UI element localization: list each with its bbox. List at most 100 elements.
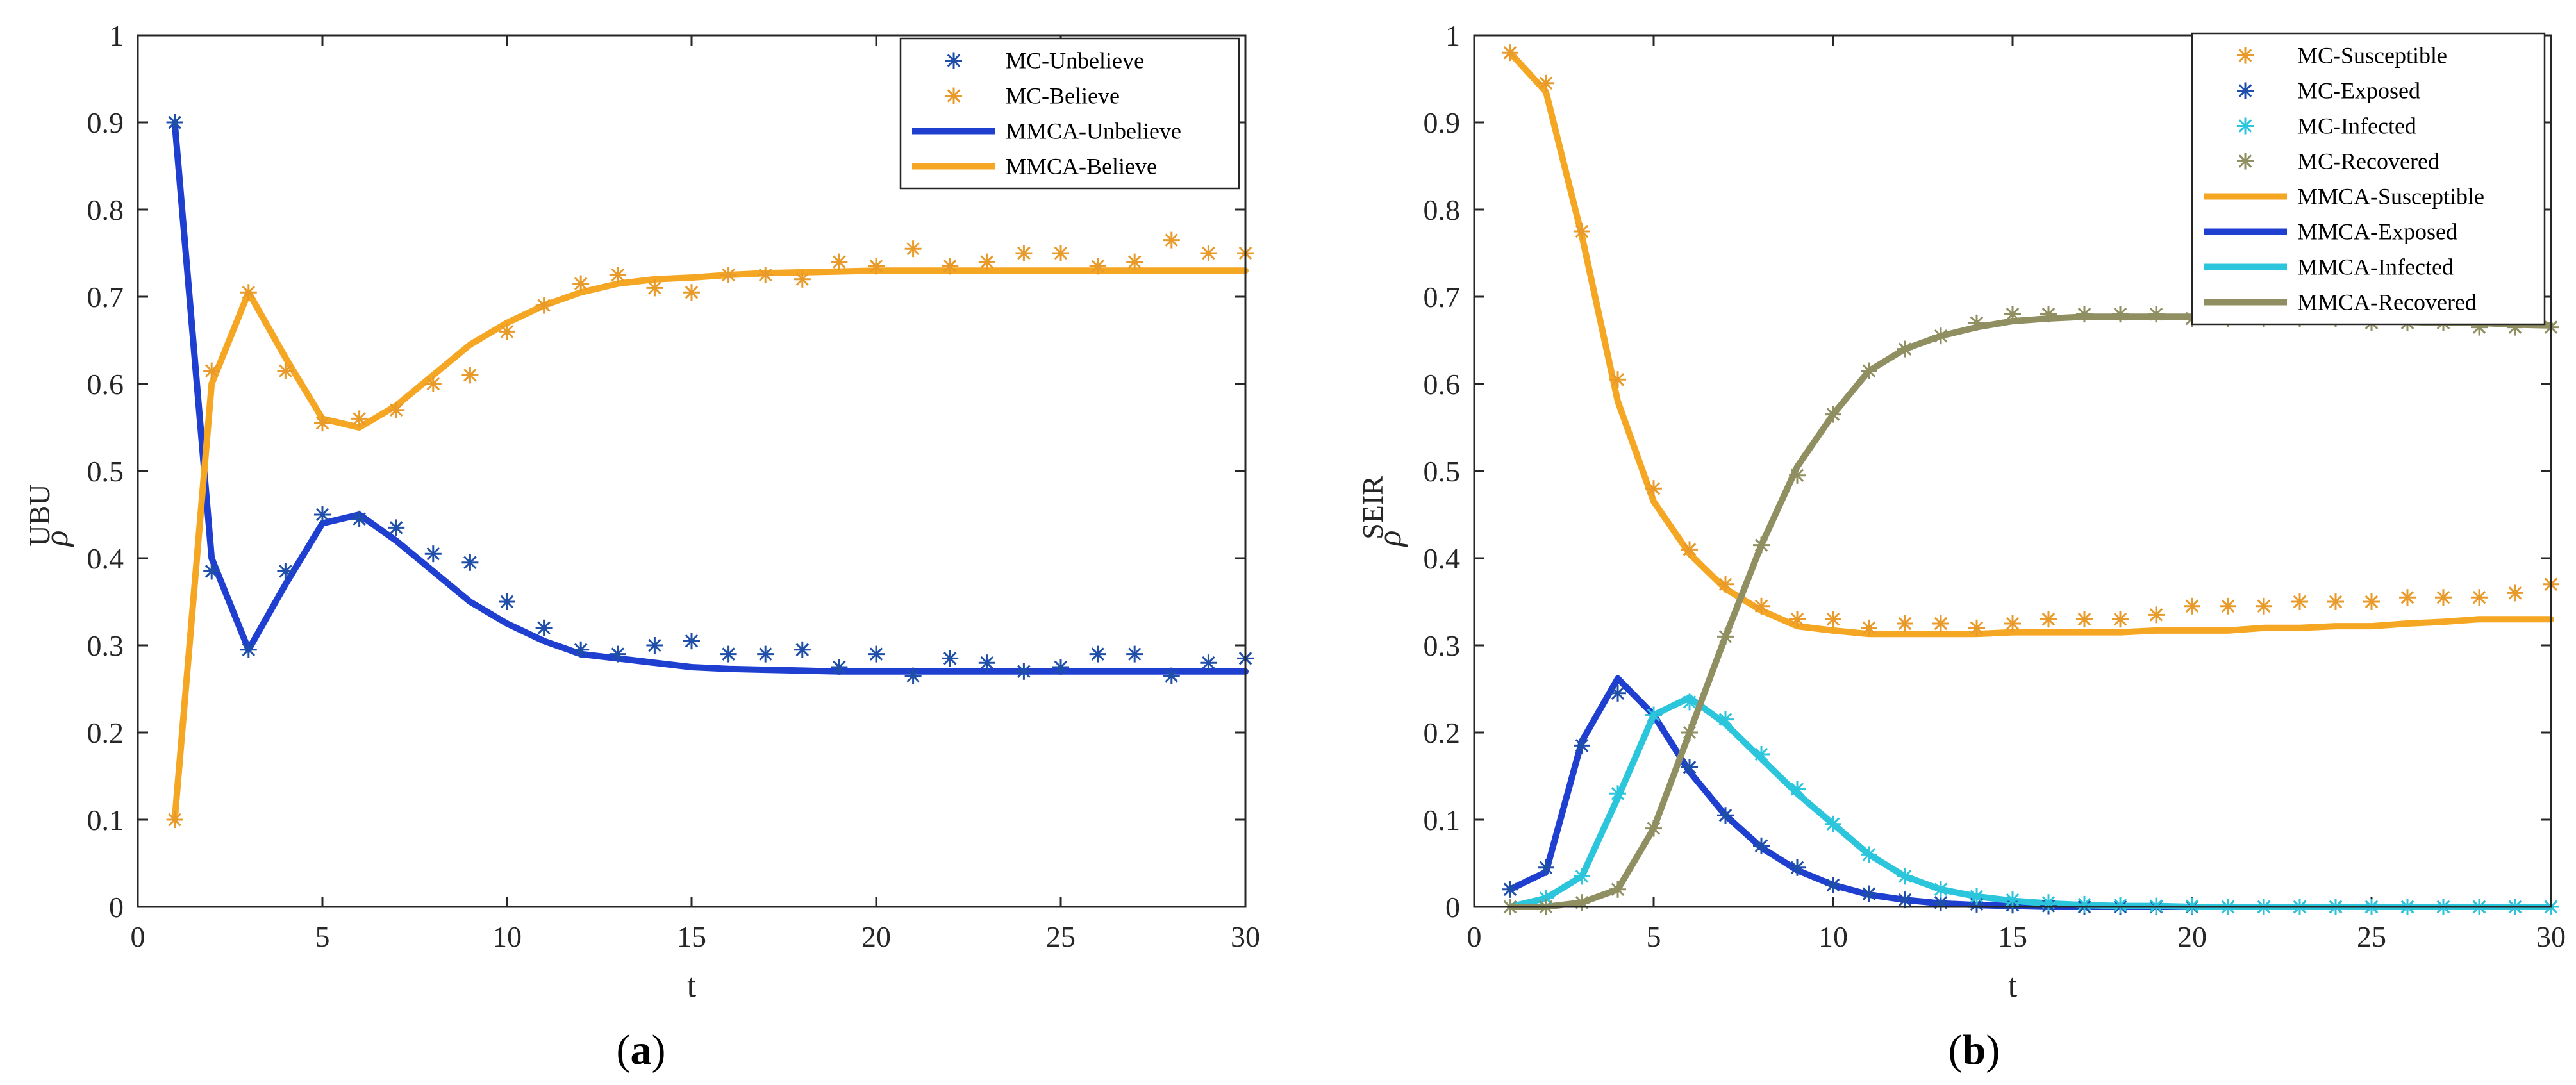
data-point-mc-recovered xyxy=(2076,306,2093,323)
panel-label-b: (b) xyxy=(1949,1027,2000,1073)
data-point-mc-recovered xyxy=(1825,406,1841,423)
y-tick-label: 0 xyxy=(1445,891,1460,923)
y-tick-label: 0.7 xyxy=(1424,281,1461,313)
data-point-mc-unbelieve xyxy=(461,554,479,571)
legend-label: MMCA-Recovered xyxy=(2297,290,2477,315)
legend-label: MC-Believe xyxy=(1006,83,1120,109)
x-tick-label: 0 xyxy=(1467,920,1482,953)
data-point-mc-infected xyxy=(1717,711,1734,728)
legend-b: MC-Susceptible MC-Exposed MC-Infected MC-Re… xyxy=(2191,32,2546,326)
legend-label: MMCA-Believe xyxy=(1006,154,1157,179)
y-tick-label: 0.1 xyxy=(87,804,124,836)
y-tick-label: 0.1 xyxy=(1424,804,1461,836)
data-point-mc-infected xyxy=(2040,894,2057,911)
data-point-mc-susceptible xyxy=(1861,619,1877,636)
series-a xyxy=(166,114,1254,828)
data-point-mc-believe xyxy=(720,267,737,283)
data-point-mc-exposed xyxy=(1825,877,1841,893)
series-line-mmca-unbelieve xyxy=(171,119,1249,675)
data-point-mc-believe xyxy=(609,267,626,283)
data-point-mc-susceptible xyxy=(1538,74,1554,92)
data-point-mc-susceptible xyxy=(1753,597,1770,615)
data-point-mc-exposed xyxy=(1538,859,1554,876)
data-point-mc-believe xyxy=(203,362,220,379)
y-tick-label: 0.5 xyxy=(87,455,124,488)
data-point-mc-unbelieve xyxy=(942,650,959,667)
data-point-mc-susceptible xyxy=(2291,593,2308,610)
data-point-mc-recovered xyxy=(1753,536,1770,554)
legend-swatch-marker xyxy=(2237,117,2254,135)
x-tick-label: 20 xyxy=(2177,920,2207,953)
data-point-mc-believe xyxy=(277,362,294,379)
y-tick-label: 0.6 xyxy=(87,368,124,401)
data-point-mc-recovered xyxy=(2148,306,2165,323)
data-point-mc-susceptible xyxy=(2327,593,2344,610)
data-point-mc-believe xyxy=(314,415,331,432)
data-point-mc-susceptible xyxy=(2148,606,2165,624)
y-tick-label: 0.3 xyxy=(87,629,124,662)
data-point-mc-susceptible xyxy=(2507,584,2523,602)
series-line-mmca-susceptible xyxy=(1507,49,2554,638)
data-point-mc-believe xyxy=(1126,253,1143,270)
y-tick-label: 1 xyxy=(109,19,124,52)
data-point-mc-unbelieve xyxy=(868,645,885,663)
data-point-mc-unbelieve xyxy=(978,654,995,672)
data-point-mc-susceptible xyxy=(1609,371,1626,388)
legend-swatch-marker xyxy=(2237,153,2254,170)
data-point-mc-infected xyxy=(1753,746,1770,763)
y-axis-label-base-b: ρ xyxy=(1372,531,1408,548)
data-point-mc-susceptible xyxy=(2435,589,2452,606)
data-point-mc-susceptible xyxy=(1645,480,1662,497)
data-point-mc-believe xyxy=(683,284,700,301)
legend-label: MMCA-Unbelieve xyxy=(1006,119,1181,144)
x-tick-label: 30 xyxy=(2536,920,2566,953)
legend-swatch-marker xyxy=(945,87,962,104)
data-point-mc-susceptible xyxy=(2399,589,2416,606)
data-point-mc-infected xyxy=(1574,868,1590,885)
data-point-mc-recovered xyxy=(1574,894,1590,911)
x-tick-label: 5 xyxy=(315,920,330,953)
data-point-mc-susceptible xyxy=(1968,619,1985,636)
y-tick-label: 0.2 xyxy=(87,716,124,749)
x-tick-label: 25 xyxy=(1046,920,1076,953)
data-point-mc-susceptible xyxy=(2184,597,2200,615)
data-point-mc-believe xyxy=(240,284,257,301)
data-point-mc-susceptible xyxy=(2363,593,2380,610)
legend-label: MMCA-Infected xyxy=(2297,254,2454,280)
y-tick-label: 0.9 xyxy=(1424,106,1461,139)
y-tick-label: 0.3 xyxy=(1424,629,1461,662)
data-point-mc-believe xyxy=(1089,258,1106,275)
data-point-mc-believe xyxy=(499,323,515,340)
y-tick-label: 0.4 xyxy=(87,542,124,575)
data-point-mc-believe xyxy=(388,401,405,418)
data-point-mc-believe xyxy=(572,275,590,292)
legend-label: MC-Unbelieve xyxy=(1006,48,1144,74)
y-tick-label: 0.8 xyxy=(87,194,124,226)
data-point-mc-unbelieve xyxy=(831,659,848,675)
data-point-mc-susceptible xyxy=(2076,611,2093,628)
data-point-mc-believe xyxy=(461,367,479,384)
data-point-mc-unbelieve xyxy=(424,545,442,563)
data-point-mc-unbelieve xyxy=(499,593,515,610)
data-point-mc-recovered xyxy=(1789,467,1806,484)
x-tick-label: 30 xyxy=(1231,920,1260,953)
data-point-mc-infected xyxy=(2112,897,2129,914)
legend-label: MC-Infected xyxy=(2297,113,2416,139)
data-point-mc-infected xyxy=(1609,785,1626,802)
data-point-mc-believe xyxy=(1052,245,1069,261)
legend-swatch-marker xyxy=(945,52,962,69)
data-point-mc-susceptible xyxy=(1932,615,1949,632)
data-point-mc-recovered xyxy=(2112,306,2129,323)
data-point-mc-susceptible xyxy=(1825,611,1841,628)
data-point-mc-believe xyxy=(904,240,922,258)
data-point-mc-believe xyxy=(424,376,442,392)
x-tick-label: 25 xyxy=(2357,920,2386,953)
panel-label-a: (a) xyxy=(617,1027,666,1073)
data-point-mc-unbelieve xyxy=(1126,645,1143,663)
legend-label: MMCA-Exposed xyxy=(2297,219,2457,245)
data-point-mc-unbelieve xyxy=(683,633,700,650)
data-point-mc-believe xyxy=(757,267,774,283)
y-tick-label: 0.4 xyxy=(1424,542,1461,575)
data-point-mc-recovered xyxy=(2004,306,2021,323)
data-point-mc-infected xyxy=(2004,891,2021,909)
